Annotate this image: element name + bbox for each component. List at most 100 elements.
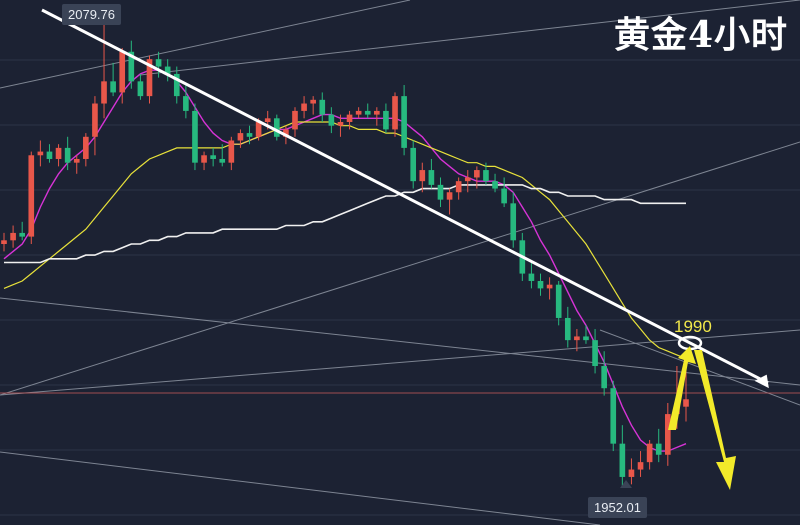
candle (664, 402, 671, 466)
candle (619, 425, 626, 488)
candle-body (574, 336, 580, 341)
candle (364, 103, 371, 119)
chart-title: 黄金4小时 (613, 14, 788, 56)
candle-body (301, 103, 307, 111)
candle-body (101, 81, 107, 104)
candle (37, 140, 44, 167)
candle-body (110, 81, 116, 93)
candle-body (283, 129, 289, 137)
candle-body (455, 181, 462, 193)
candle (592, 329, 598, 374)
candle (346, 110, 353, 130)
candle (146, 55, 153, 104)
candle-body (492, 181, 498, 189)
candle (374, 107, 380, 126)
candle-body (46, 151, 53, 159)
channel-line-3 (0, 141, 800, 396)
down-arrow-icon (694, 350, 736, 490)
candle (237, 129, 244, 148)
candle-body (510, 203, 517, 241)
candle-body (364, 110, 371, 115)
candle (292, 107, 298, 137)
candle-body (64, 147, 71, 163)
candle-body (583, 336, 589, 341)
candle-body (601, 366, 607, 389)
downtrend-line[interactable] (41, 8, 769, 385)
candle (583, 325, 589, 344)
candle-body (73, 158, 80, 163)
candle (55, 144, 62, 167)
candle-body (610, 388, 617, 444)
moving-average-line-1 (3, 69, 687, 452)
candle (419, 162, 426, 193)
candle-body (546, 284, 553, 289)
candle-body (210, 155, 216, 159)
candle (219, 144, 226, 167)
trend-arrowhead (754, 374, 769, 389)
candle (228, 136, 235, 171)
candle-body (446, 192, 453, 200)
candle (528, 262, 535, 289)
candle (355, 107, 362, 119)
candle-body (592, 340, 598, 367)
candle (492, 173, 498, 193)
low-marker-icon (620, 480, 632, 488)
candles (1, 15, 689, 488)
channel-line-5 (0, 297, 800, 386)
candle-body (646, 443, 653, 463)
candle (546, 277, 553, 300)
channel-line-6 (0, 451, 601, 525)
channel-line-2 (139, 0, 800, 76)
candle-body (128, 51, 135, 82)
candle-body (537, 280, 544, 289)
candle-body (383, 110, 389, 130)
candle (455, 177, 462, 200)
candle (10, 225, 16, 248)
candle-body (255, 122, 262, 137)
candle-body (428, 170, 435, 185)
candle (483, 162, 489, 185)
candle-body (483, 170, 489, 182)
candle-body (264, 118, 271, 123)
candle (537, 273, 544, 296)
candle (464, 170, 471, 193)
candle (474, 166, 480, 189)
candle (564, 306, 571, 348)
candle (446, 188, 453, 215)
candle-body (619, 443, 626, 477)
candle (319, 92, 326, 123)
candle-body (637, 462, 644, 470)
candle-body (655, 443, 662, 455)
candle (428, 158, 435, 189)
candle (555, 280, 562, 326)
candle (510, 192, 517, 248)
candle (628, 458, 635, 485)
projection-arrows (668, 346, 736, 490)
candle (210, 147, 216, 167)
candle (301, 96, 307, 119)
candle (501, 177, 507, 208)
candle (28, 151, 35, 245)
candle (610, 380, 617, 452)
candle (64, 136, 71, 171)
grid-lines (0, 59, 800, 516)
candle (201, 151, 207, 171)
candle-body (628, 469, 635, 477)
candle (601, 351, 607, 396)
candle-body (228, 140, 235, 163)
candle-body (164, 66, 171, 74)
candle-body (355, 110, 362, 115)
candle (83, 133, 89, 167)
candle (273, 114, 280, 141)
channel-line-1 (0, 0, 411, 89)
candle-body (92, 103, 98, 137)
candle-body (664, 414, 671, 455)
candle (437, 177, 444, 208)
candle (119, 48, 126, 104)
candle-body (1, 240, 7, 245)
candle-body (464, 177, 471, 182)
candle-body (392, 96, 398, 130)
candle-body (219, 158, 226, 163)
